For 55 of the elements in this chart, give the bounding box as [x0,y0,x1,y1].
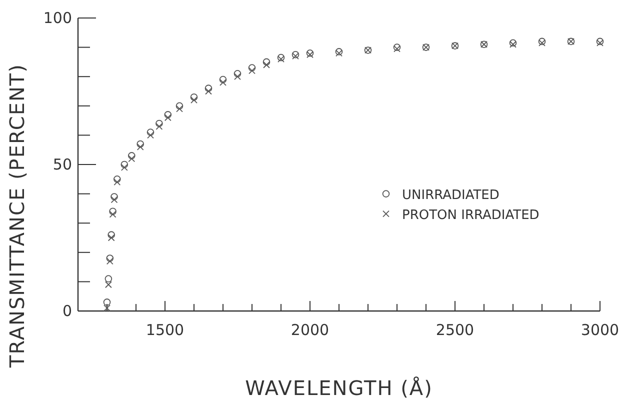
point [164,114,172,122]
x-tick-label: 2500 [436,321,474,339]
point [204,84,212,92]
point [190,96,198,104]
point [234,73,241,80]
point [120,164,128,171]
point [106,258,114,265]
point [277,54,285,62]
y-axis-title: TRANSMITTANCE (PERCENT) [5,64,29,368]
legend-label: PROTON IRRADIATED [402,208,540,223]
point [176,105,183,112]
x-axis-title: WAVELENGTH (Å) [245,376,433,400]
point [103,298,111,306]
point [114,176,121,183]
point [156,120,163,128]
point [220,79,226,86]
point [110,193,118,200]
legend-label: UNIRRADIATED [402,188,500,203]
point [120,160,128,168]
x-tick-label: 2000 [290,321,330,339]
point [156,122,163,130]
point [128,152,136,160]
point [164,111,172,118]
point [114,178,121,186]
point [136,143,144,150]
point [106,254,114,262]
point [136,140,144,148]
point [292,50,300,58]
point [110,196,118,204]
point [104,275,112,282]
point [205,88,212,95]
y-tick-label: 0 [62,302,72,320]
point [176,102,184,110]
point [109,210,116,218]
point [108,234,115,242]
y-tick-label: 100 [43,9,72,27]
x-tick-label: 3000 [580,321,620,339]
point [262,58,270,66]
point [292,52,299,60]
point [248,64,256,72]
point [105,281,112,288]
point [104,304,110,312]
point [109,208,116,216]
point [248,67,256,74]
point [190,93,198,101]
point [263,61,270,68]
point [146,128,154,136]
point [108,231,115,238]
point [234,70,242,78]
point [219,76,227,84]
y-tick-label: 50 [52,156,72,174]
x-tick-label: 1500 [146,321,184,339]
point [278,56,284,62]
point [128,155,136,162]
point [147,132,154,139]
